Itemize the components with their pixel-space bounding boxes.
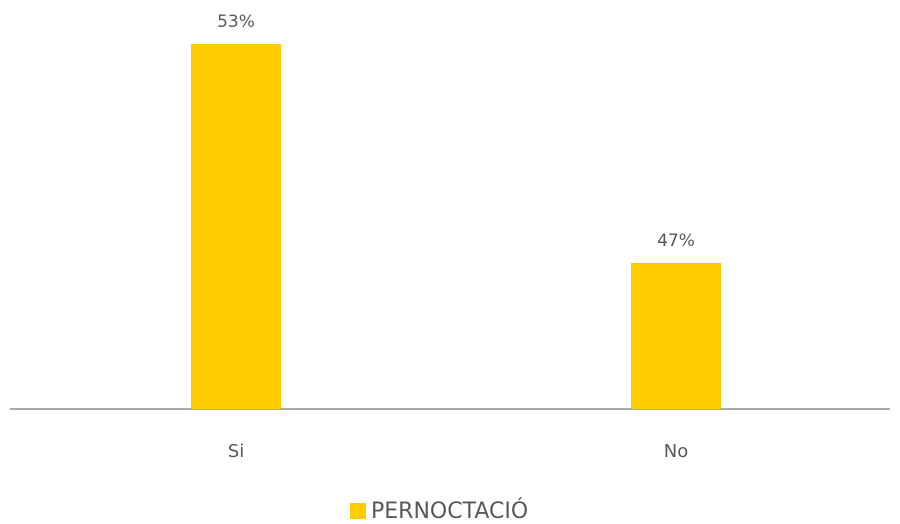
data-label: 47% xyxy=(657,231,695,251)
legend-label: PERNOCTACIÓ xyxy=(371,498,528,524)
bar xyxy=(191,44,281,409)
legend-swatch xyxy=(350,503,366,519)
data-label: 53% xyxy=(217,12,255,32)
x-tick-label: Si xyxy=(228,441,244,462)
x-tick-label: No xyxy=(664,441,688,462)
bar xyxy=(631,263,721,409)
